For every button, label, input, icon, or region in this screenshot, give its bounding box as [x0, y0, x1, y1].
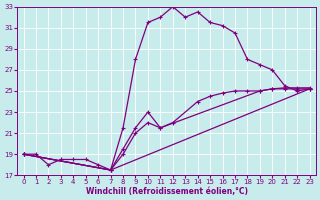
X-axis label: Windchill (Refroidissement éolien,°C): Windchill (Refroidissement éolien,°C) — [85, 187, 248, 196]
